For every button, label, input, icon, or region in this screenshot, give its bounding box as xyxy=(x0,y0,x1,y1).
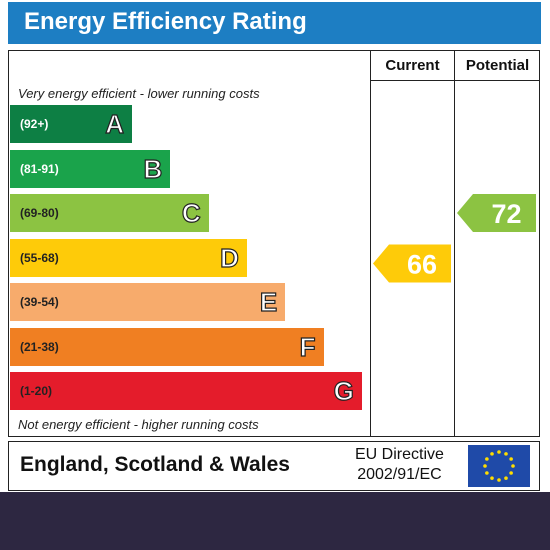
divider-potential xyxy=(454,50,455,437)
eu-star-icon xyxy=(490,452,494,456)
chart-frame xyxy=(8,50,540,437)
band-b: (81-91) B xyxy=(10,149,171,188)
energy-rating-card: Energy Efficiency Rating Current Potenti… xyxy=(0,0,550,492)
potential-arrow xyxy=(457,194,536,232)
directive-line-1: EU Directive xyxy=(355,446,444,463)
footer-region: England, Scotland & Wales xyxy=(20,453,290,476)
eu-star-icon xyxy=(490,476,494,480)
column-current-header: Current xyxy=(385,57,440,74)
column-potential-header: Potential xyxy=(465,57,530,74)
band-range-g: (1-20) xyxy=(20,384,53,398)
directive-line-2: 2002/91/EC xyxy=(357,466,442,483)
band-letter-a: A xyxy=(105,108,125,139)
eu-flag-icon xyxy=(468,445,530,487)
band-range-c: (69-80) xyxy=(20,206,59,220)
band-letter-f: F xyxy=(299,331,316,362)
band-a: (92+) A xyxy=(10,105,132,143)
chart-title: Energy Efficiency Rating xyxy=(24,8,307,35)
title-bar: Energy Efficiency Rating xyxy=(8,2,541,44)
band-letter-d: D xyxy=(220,242,240,273)
band-range-d: (55-68) xyxy=(20,250,59,265)
band-letter-e: E xyxy=(259,286,278,317)
divider-current xyxy=(370,50,371,437)
band-e: (39-54) E xyxy=(10,283,286,321)
band-range-e: (39-54) xyxy=(20,295,59,309)
eu-star-icon xyxy=(504,476,508,480)
band-f: (21-38) F xyxy=(10,327,324,366)
eu-star-icon xyxy=(511,464,515,468)
note-inefficient: Not energy efficient - higher running co… xyxy=(18,417,259,432)
eu-star-icon xyxy=(509,457,513,461)
eu-star-icon xyxy=(485,457,489,461)
footer-box xyxy=(8,441,540,491)
footer-directive: EU Directive 2002/91/EC xyxy=(355,445,444,485)
band-letter-g: G xyxy=(333,375,354,406)
eu-star-icon xyxy=(483,464,487,468)
band-c: (69-80) C xyxy=(10,194,209,232)
current-value: 66 xyxy=(407,250,437,280)
eu-star-icon xyxy=(485,471,489,475)
eu-star-icon xyxy=(497,450,501,454)
potential-value: 72 xyxy=(491,199,521,229)
eu-star-icon xyxy=(509,471,513,475)
band-range-b: (81-91) xyxy=(20,161,59,176)
band-range-f: (21-38) xyxy=(20,339,59,354)
eu-star-icon xyxy=(497,478,501,482)
current-arrow xyxy=(373,244,451,283)
rating-arrows: 66 72 xyxy=(373,194,536,283)
band-range-a: (92+) xyxy=(20,117,49,131)
band-letter-b: B xyxy=(143,153,163,184)
band-letter-c: C xyxy=(181,197,201,228)
note-efficient: Very energy efficient - lower running co… xyxy=(18,86,260,101)
eu-star-icon xyxy=(504,452,508,456)
band-g: (1-20) G xyxy=(10,372,362,410)
band-d: (55-68) D xyxy=(10,238,247,277)
header-divider xyxy=(370,80,540,81)
